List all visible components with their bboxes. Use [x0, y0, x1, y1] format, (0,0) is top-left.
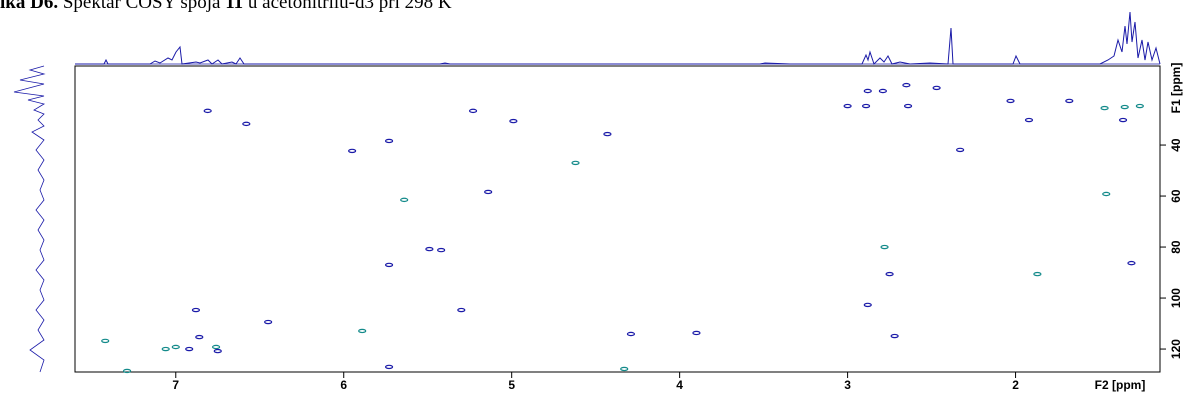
cross-peak [211, 344, 221, 350]
cross-peak [880, 244, 889, 250]
cross-peak [1127, 260, 1136, 266]
cross-peak [861, 103, 871, 109]
cross-peak [348, 148, 357, 154]
cross-peak [1102, 191, 1111, 197]
cross-peak [384, 138, 394, 144]
cross-peak [603, 131, 612, 137]
x-tick-label: 2 [1012, 378, 1019, 392]
cross-peak [171, 344, 180, 350]
cross-peak [1120, 104, 1129, 110]
cross-peak [571, 160, 580, 166]
cross-peak [242, 121, 251, 127]
cross-peak [863, 88, 872, 94]
cross-peak [185, 346, 194, 352]
y-tick-label: 40 [1169, 138, 1183, 152]
cross-peak [626, 331, 636, 337]
cross-peak [457, 307, 466, 313]
cross-peak [620, 366, 629, 372]
caption-label: ika D6. [0, 0, 58, 13]
cross-peak [509, 118, 518, 124]
y-axis-label: F1 [ppm] [1169, 63, 1183, 114]
cross-peak [843, 103, 852, 109]
cross-peak [213, 348, 222, 354]
cross-peak [191, 307, 201, 313]
cross-peak [1006, 98, 1015, 104]
cross-peak [264, 319, 273, 325]
cross-peak [956, 147, 965, 153]
y-tick-label: 120 [1169, 339, 1183, 359]
y-tick-label: 80 [1169, 240, 1183, 254]
x-tick-label: 6 [340, 378, 347, 392]
x-tick-label: 5 [508, 378, 515, 392]
cross-peak [384, 262, 394, 268]
cross-peak [878, 88, 887, 94]
cross-peak [932, 85, 941, 91]
cross-peak [1135, 103, 1144, 109]
cross-peak [101, 338, 110, 344]
cross-peak [1024, 117, 1034, 123]
cross-peak [903, 103, 913, 109]
x-tick-label: 4 [676, 378, 683, 392]
cross-peak [890, 333, 899, 339]
cross-peak [1100, 105, 1109, 111]
cross-peak [358, 328, 367, 334]
cross-peak [468, 108, 478, 114]
cross-peak [161, 346, 170, 352]
cross-peak [1033, 271, 1042, 277]
x-axis-label: F2 [ppm] [1095, 378, 1146, 392]
x-tick-label: 3 [844, 378, 851, 392]
cross-peak [885, 271, 894, 277]
cross-peak [863, 302, 872, 308]
caption: ika D6. Spektar COSY spoja 11 u acetonit… [0, 0, 452, 13]
cross-peak [902, 82, 911, 88]
f1-projection [13, 65, 46, 373]
cross-peak [122, 368, 132, 374]
caption-compound: 11 [225, 0, 243, 13]
caption-rest: u acetonitrilu-d3 pri 298 K [248, 0, 452, 13]
cross-peak [425, 246, 434, 252]
cross-peak [484, 189, 493, 195]
cross-peak [203, 108, 212, 114]
plot-frame [74, 65, 1161, 373]
x-tick-label: 7 [172, 378, 179, 392]
cross-peak [195, 334, 204, 340]
cross-peak [437, 247, 446, 253]
cross-peak [692, 330, 701, 336]
cross-peak [1118, 117, 1128, 123]
y-tick-label: 60 [1169, 189, 1183, 203]
cross-peak [384, 364, 394, 370]
cross-peak [1065, 98, 1074, 104]
cross-peak [400, 197, 409, 203]
y-tick-label: 100 [1169, 288, 1183, 308]
f2-projection [75, 11, 1161, 65]
caption-text: Spektar COSY spoja [63, 0, 221, 13]
